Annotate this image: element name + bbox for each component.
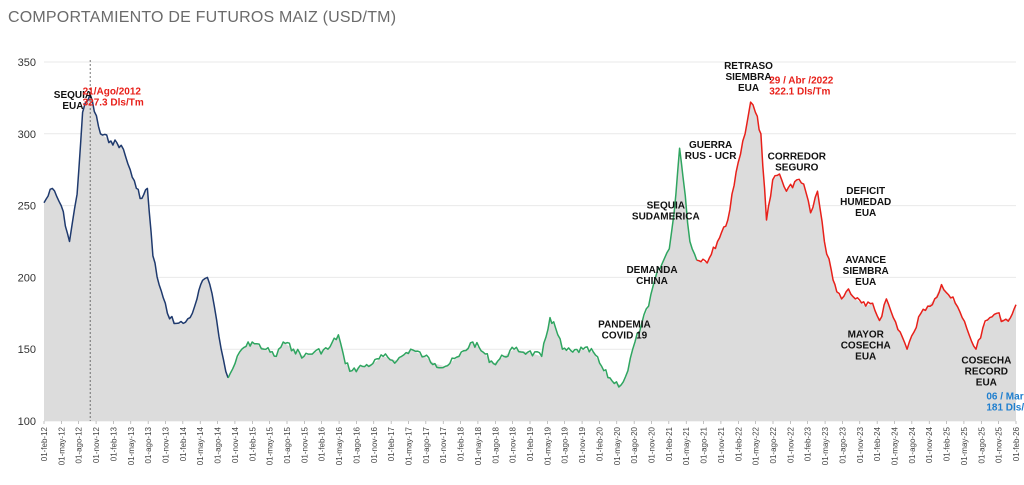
y-axis: 100 150 200 250 300 350 — [18, 57, 36, 428]
x-tick-label: 01-ago-25 — [977, 426, 986, 463]
x-tick-label: 01-nov-24 — [925, 426, 934, 463]
x-tick-label: 01-feb-26 — [1012, 426, 1021, 461]
x-tick-label: 01-ago-17 — [422, 426, 431, 463]
x-tick-label: 01-feb-19 — [526, 426, 535, 461]
x-tick-label: 01-nov-14 — [231, 426, 240, 463]
series-layer — [43, 93, 1017, 388]
chart-title: COMPORTAMIENTO DE FUTUROS MAIZ (USD/TM) — [8, 9, 396, 26]
price-area-fill — [44, 94, 1016, 421]
annotation-8: 29 / Abr /2022 322.1 Dls/Tm — [769, 76, 834, 98]
x-tick-label: 01-nov-12 — [92, 426, 101, 463]
x-tick-label: 01-feb-15 — [248, 426, 257, 461]
y-tick-label: 150 — [18, 344, 36, 356]
x-tick-label: 01-feb-13 — [109, 426, 118, 461]
series-line-3 — [696, 101, 1017, 350]
x-tick-label: 01-ago-13 — [144, 426, 153, 463]
annotation-4: DEMANDA CHINA — [626, 265, 677, 287]
x-tick-label: 01-feb-18 — [457, 426, 466, 461]
annotation-6: GUERRA RUS - UCR — [685, 140, 737, 162]
x-tick-label: 01-may-13 — [127, 426, 136, 465]
x-tick-label: 01-feb-21 — [665, 426, 674, 461]
x-tick-label: 01-ago-23 — [838, 426, 847, 463]
x-tick-label: 01-feb-23 — [804, 426, 813, 461]
series-line-2 — [227, 147, 698, 388]
x-tick-label: 01-ago-24 — [908, 426, 917, 463]
x-tick-label: 01-may-14 — [196, 426, 205, 465]
x-tick-label: 01-may-17 — [405, 426, 414, 465]
x-axis: 01-feb-12 01-may-12 01-ago-12 01-nov-12 01-f… — [40, 421, 1021, 465]
x-tick-label: 01-nov-16 — [370, 426, 379, 463]
x-tick-label: 01-nov-21 — [717, 426, 726, 463]
x-tick-label: 01-nov-19 — [578, 426, 587, 463]
series-line-1 — [43, 93, 229, 379]
x-tick-label: 01-nov-23 — [856, 426, 865, 463]
annotation-2: 21/Ago/2012 327.3 Dls/Tm — [83, 87, 144, 109]
x-tick-label: 01-ago-21 — [700, 426, 709, 463]
annotation-10: DEFICIT HUMEDAD EUA — [840, 186, 891, 219]
y-tick-label: 200 — [18, 272, 36, 284]
x-tick-label: 01-ago-16 — [352, 426, 361, 463]
x-tick-label: 01-may-25 — [960, 426, 969, 465]
annotation-11: AVANCE SIEMBRA EUA — [843, 255, 889, 288]
annotation-9: CORREDOR SEGURO — [768, 152, 827, 174]
x-tick-label: 01-nov-13 — [162, 426, 171, 463]
x-tick-label: 01-may-20 — [613, 426, 622, 465]
x-tick-label: 01-feb-14 — [179, 426, 188, 461]
x-tick-label: 01-may-24 — [891, 426, 900, 465]
x-tick-label: 01-nov-20 — [648, 426, 657, 463]
x-tick-label: 01-feb-17 — [387, 426, 396, 461]
annotation-14: 06 / Mar / 2026181 Dls/Tm — [986, 391, 1024, 413]
x-tick-label: 01-ago-14 — [214, 426, 223, 463]
annotation-1: SEQUIA EUA — [54, 90, 92, 112]
annotation-7: RETRASO SIEMBRA EUA — [724, 61, 773, 94]
x-tick-label: 01-feb-22 — [734, 426, 743, 461]
annotation-12: MAYOR COSECHA EUA — [841, 330, 891, 363]
x-tick-label: 01-may-23 — [821, 426, 830, 465]
x-tick-label: 01-feb-12 — [40, 426, 49, 461]
x-tick-label: 01-feb-24 — [873, 426, 882, 461]
y-tick-label: 250 — [18, 201, 36, 213]
x-tick-label: 01-may-22 — [752, 426, 761, 465]
x-tick-label: 01-ago-20 — [630, 426, 639, 463]
annotation-5: PANDEMIA COVID 19 — [598, 320, 651, 342]
y-tick-label: 350 — [18, 57, 36, 69]
x-tick-label: 01-nov-15 — [300, 426, 309, 463]
x-tick-label: 01-ago-22 — [769, 426, 778, 463]
x-tick-label: 01-may-12 — [57, 426, 66, 465]
x-tick-label: 01-feb-16 — [318, 426, 327, 461]
plot-area — [44, 60, 1016, 422]
x-tick-label: 01-feb-20 — [595, 426, 604, 461]
x-tick-label: 01-nov-18 — [509, 426, 518, 463]
x-tick-label: 01-ago-15 — [283, 426, 292, 463]
x-tick-label: 01-may-21 — [682, 426, 691, 465]
annotation-13: COSECHA RECORD EUA — [961, 356, 1011, 389]
y-tick-label: 300 — [18, 129, 36, 141]
x-tick-label: 01-may-19 — [543, 426, 552, 465]
x-tick-label: 01-nov-22 — [786, 426, 795, 463]
x-tick-label: 01-may-18 — [474, 426, 483, 465]
x-tick-label: 01-ago-18 — [491, 426, 500, 463]
y-tick-label: 100 — [18, 416, 36, 428]
annotation-3: SEQUIA SUDAMERICA — [632, 200, 700, 222]
x-tick-label: 01-may-15 — [266, 426, 275, 465]
x-tick-label: 01-ago-12 — [75, 426, 84, 463]
x-tick-label: 01-nov-25 — [995, 426, 1004, 463]
x-tick-label: 01-may-16 — [335, 426, 344, 465]
x-tick-label: 01-feb-25 — [943, 426, 952, 461]
x-tick-label: 01-ago-19 — [561, 426, 570, 463]
x-tick-label: 01-nov-17 — [439, 426, 448, 463]
